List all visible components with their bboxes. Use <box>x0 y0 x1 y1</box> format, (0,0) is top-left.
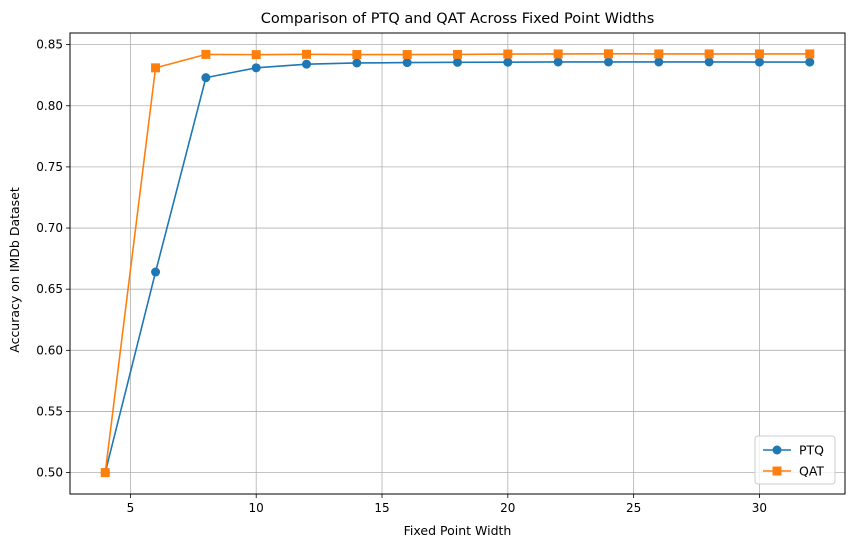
qat-data-point <box>754 49 764 59</box>
y-tick-label: 0.50 <box>36 466 63 480</box>
chart-title: Comparison of PTQ and QAT Across Fixed P… <box>261 11 655 27</box>
qat-data-point <box>805 49 815 59</box>
ptq-data-point <box>754 57 764 67</box>
qat-data-point <box>302 49 312 59</box>
x-tick-label: 30 <box>752 501 767 515</box>
ptq-data-point <box>453 57 462 67</box>
y-tick-label: 0.80 <box>36 99 63 113</box>
ptq-data-point <box>654 57 664 67</box>
ptq-data-point <box>553 57 563 67</box>
y-tick-label: 0.70 <box>36 221 63 235</box>
qat-data-point <box>251 50 261 60</box>
qat-data-point <box>151 63 161 73</box>
qat-data-point <box>352 50 362 60</box>
axis-ticks: 5 10 15 20 25 30 0.50 0.55 0.60 0.65 0.70 0.75 0.80 0… <box>36 38 767 515</box>
ptq-legend-label: PTQ <box>799 443 824 458</box>
qat-data-point <box>201 49 211 59</box>
x-tick-label: 5 <box>127 501 135 515</box>
qat-data-point <box>553 49 563 59</box>
qat-data-point <box>453 49 462 59</box>
ptq-data-point <box>704 57 714 67</box>
ptq-data-point <box>251 63 261 73</box>
x-tick-label: 15 <box>374 501 389 515</box>
y-tick-label: 0.85 <box>36 38 63 52</box>
x-axis-label: Fixed Point Width <box>404 523 512 538</box>
qat-data-point <box>704 49 714 59</box>
qat-data-point <box>654 49 664 59</box>
plot-frame <box>69 32 846 495</box>
ptq-data-point <box>302 59 312 69</box>
y-tick-label: 0.65 <box>36 282 63 296</box>
qat-data-point <box>100 468 110 478</box>
ptq-legend-marker <box>772 445 782 455</box>
qat-data-point <box>402 50 412 60</box>
qat-data-point <box>603 49 613 59</box>
y-tick-label: 0.60 <box>36 343 63 357</box>
y-tick-label: 0.55 <box>36 404 63 418</box>
x-tick-label: 20 <box>500 501 515 515</box>
x-tick-label: 25 <box>626 501 641 515</box>
ptq-data-point <box>805 57 815 67</box>
ptq-data-point <box>402 58 412 68</box>
series-layer <box>100 49 815 478</box>
ptq-data-point <box>151 267 161 277</box>
qat-legend-label: QAT <box>799 464 824 479</box>
legend: PTQ QAT <box>754 435 836 485</box>
y-tick-label: 0.75 <box>36 160 63 174</box>
y-axis-label: Accuracy on IMDb Dataset <box>7 187 22 353</box>
ptq-data-point <box>352 58 362 68</box>
qat-legend-marker <box>772 466 782 476</box>
x-tick-label: 10 <box>249 501 264 515</box>
grid-lines <box>70 33 845 494</box>
ptq-data-point <box>603 57 613 67</box>
qat-data-point <box>503 49 513 59</box>
ptq-data-point <box>201 73 211 83</box>
ptq-data-point <box>503 57 513 67</box>
